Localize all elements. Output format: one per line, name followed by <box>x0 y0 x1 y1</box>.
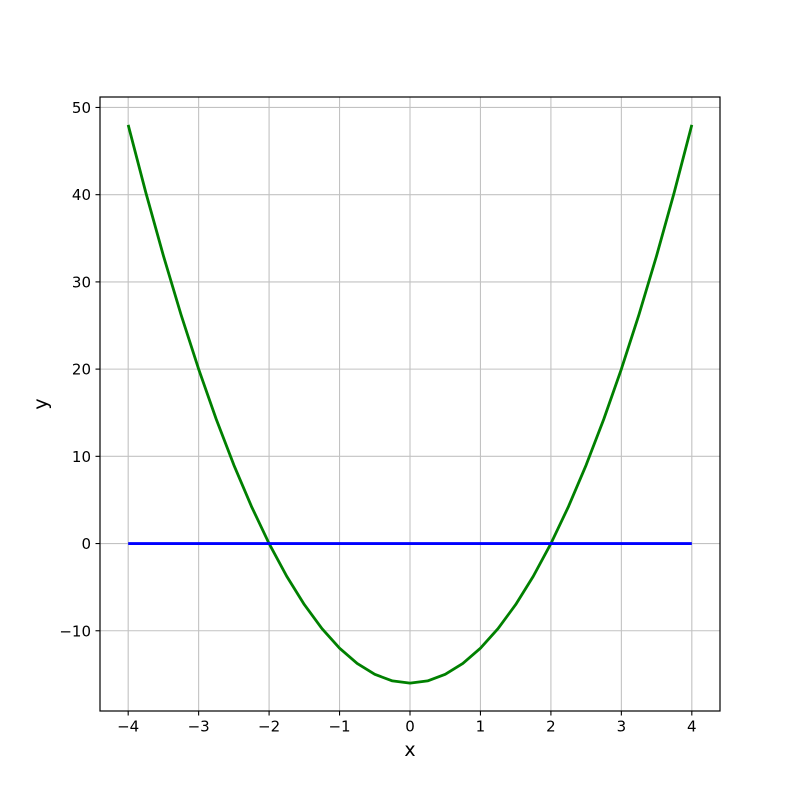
x-tick-label: −3 <box>188 718 210 736</box>
y-tick-label: 20 <box>72 361 91 379</box>
x-tick-label: −1 <box>328 718 350 736</box>
y-tick-label: 0 <box>81 535 91 553</box>
x-tick-label: −4 <box>117 718 139 736</box>
x-tick-label: 0 <box>405 718 415 736</box>
y-axis-label: y <box>30 398 52 409</box>
x-tick-label: 4 <box>687 718 697 736</box>
y-tick-label: 50 <box>72 99 91 117</box>
x-tick-label: 1 <box>476 718 486 736</box>
green-parabola-line <box>126 124 694 685</box>
x-axis-label: x <box>404 739 415 761</box>
x-tick-label: −2 <box>258 718 280 736</box>
y-tick-label: 10 <box>72 448 91 466</box>
y-tick-label: 30 <box>72 273 91 291</box>
y-tick-label: −10 <box>59 622 91 640</box>
x-tick-label: 2 <box>546 718 556 736</box>
x-tick-label: 3 <box>617 718 627 736</box>
y-tick-label: 40 <box>72 186 91 204</box>
